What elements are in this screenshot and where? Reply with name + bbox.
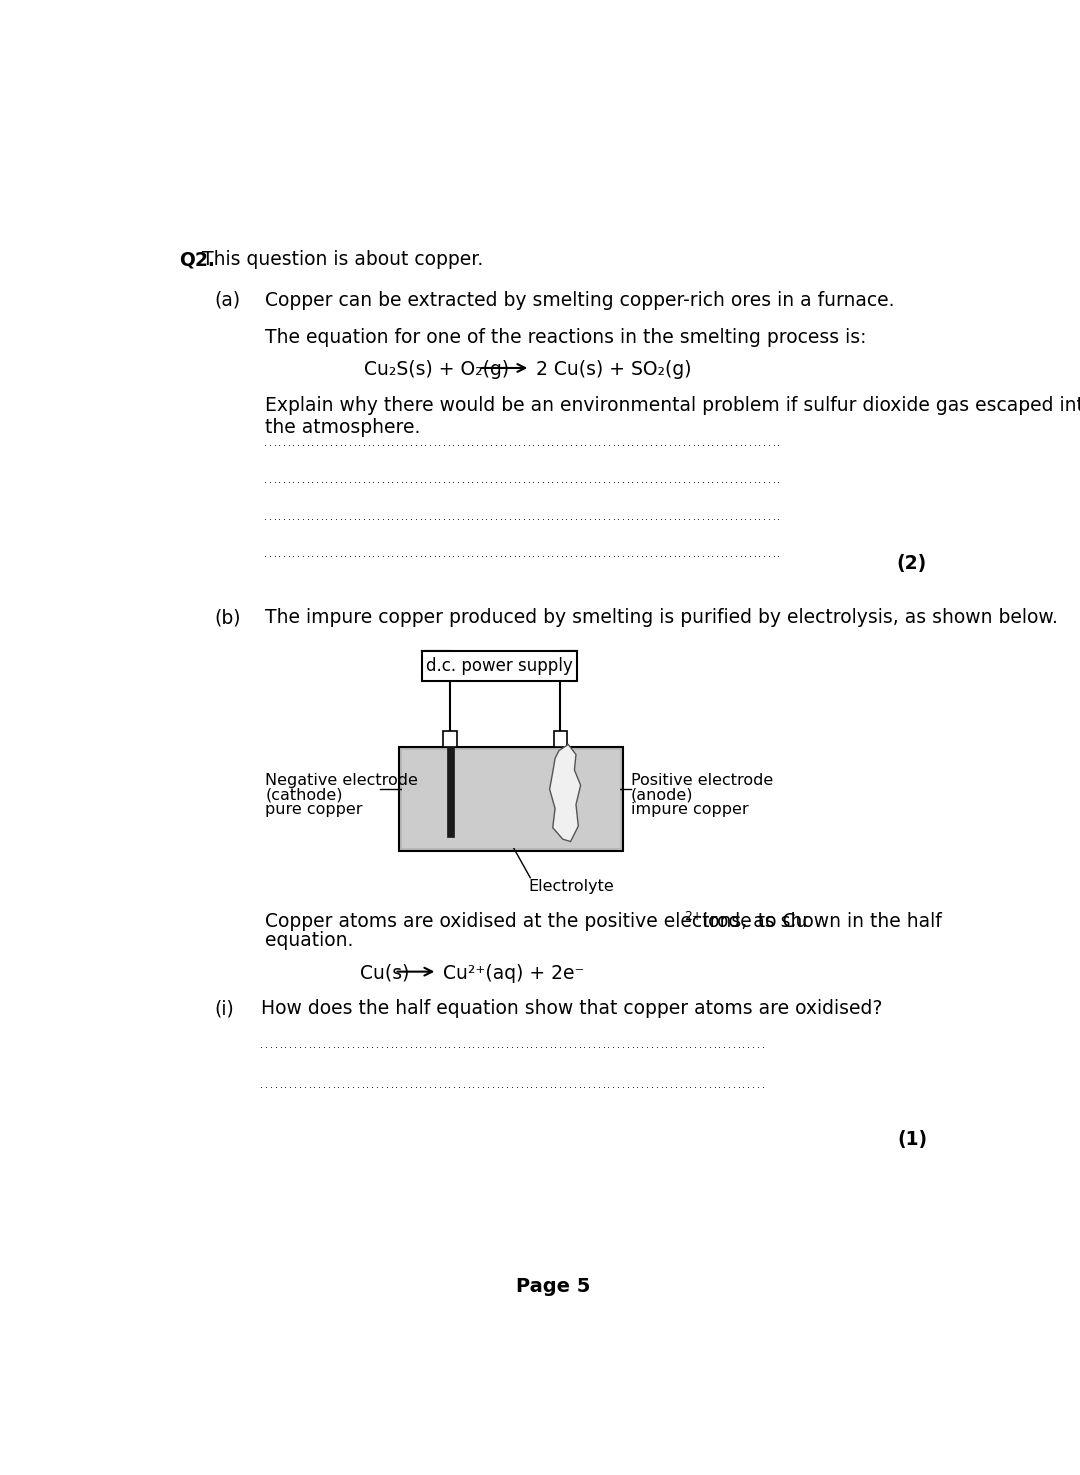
Polygon shape xyxy=(402,749,620,848)
Text: The equation for one of the reactions in the smelting process is:: The equation for one of the reactions in… xyxy=(266,327,867,347)
Text: impure copper: impure copper xyxy=(631,802,748,817)
Polygon shape xyxy=(399,746,623,851)
Text: equation.: equation. xyxy=(266,931,353,950)
Bar xyxy=(447,746,454,836)
FancyBboxPatch shape xyxy=(422,650,577,681)
Text: pure copper: pure copper xyxy=(266,802,363,817)
Text: (2): (2) xyxy=(896,555,927,574)
Text: (anode): (anode) xyxy=(631,788,693,802)
Text: (1): (1) xyxy=(896,1130,927,1149)
Text: Electrolyte: Electrolyte xyxy=(529,879,615,894)
Text: d.c. power supply: d.c. power supply xyxy=(426,656,572,676)
Text: Copper atoms are oxidised at the positive electrode to Cu: Copper atoms are oxidised at the positiv… xyxy=(266,913,808,931)
Text: 2+: 2+ xyxy=(684,910,702,923)
Text: 2 Cu(s) + SO₂(g): 2 Cu(s) + SO₂(g) xyxy=(537,360,692,379)
Text: (b): (b) xyxy=(215,608,241,627)
Bar xyxy=(443,732,457,746)
Text: Explain why there would be an environmental problem if sulfur dioxide gas escape: Explain why there would be an environmen… xyxy=(266,397,1080,438)
Text: Copper can be extracted by smelting copper-rich ores in a furnace.: Copper can be extracted by smelting copp… xyxy=(266,291,894,310)
Text: Cu₂S(s) + O₂(g): Cu₂S(s) + O₂(g) xyxy=(364,360,509,379)
Text: (cathode): (cathode) xyxy=(266,788,342,802)
Text: Cu(s): Cu(s) xyxy=(360,965,409,982)
Text: The impure copper produced by smelting is purified by electrolysis, as shown bel: The impure copper produced by smelting i… xyxy=(266,608,1058,627)
Text: Q2.: Q2. xyxy=(179,251,215,268)
Text: Positive electrode: Positive electrode xyxy=(631,773,773,788)
Text: ions, as shown in the half: ions, as shown in the half xyxy=(697,913,942,931)
Text: This question is about copper.: This question is about copper. xyxy=(202,251,484,268)
Text: (a): (a) xyxy=(215,291,241,310)
Text: How does the half equation show that copper atoms are oxidised?: How does the half equation show that cop… xyxy=(261,1000,882,1018)
Text: (i): (i) xyxy=(215,1000,234,1018)
Text: Cu²⁺(aq) + 2e⁻: Cu²⁺(aq) + 2e⁻ xyxy=(444,965,585,982)
Text: Page 5: Page 5 xyxy=(516,1276,591,1295)
Bar xyxy=(554,732,567,746)
Polygon shape xyxy=(550,745,581,842)
Text: Negative electrode: Negative electrode xyxy=(266,773,418,788)
